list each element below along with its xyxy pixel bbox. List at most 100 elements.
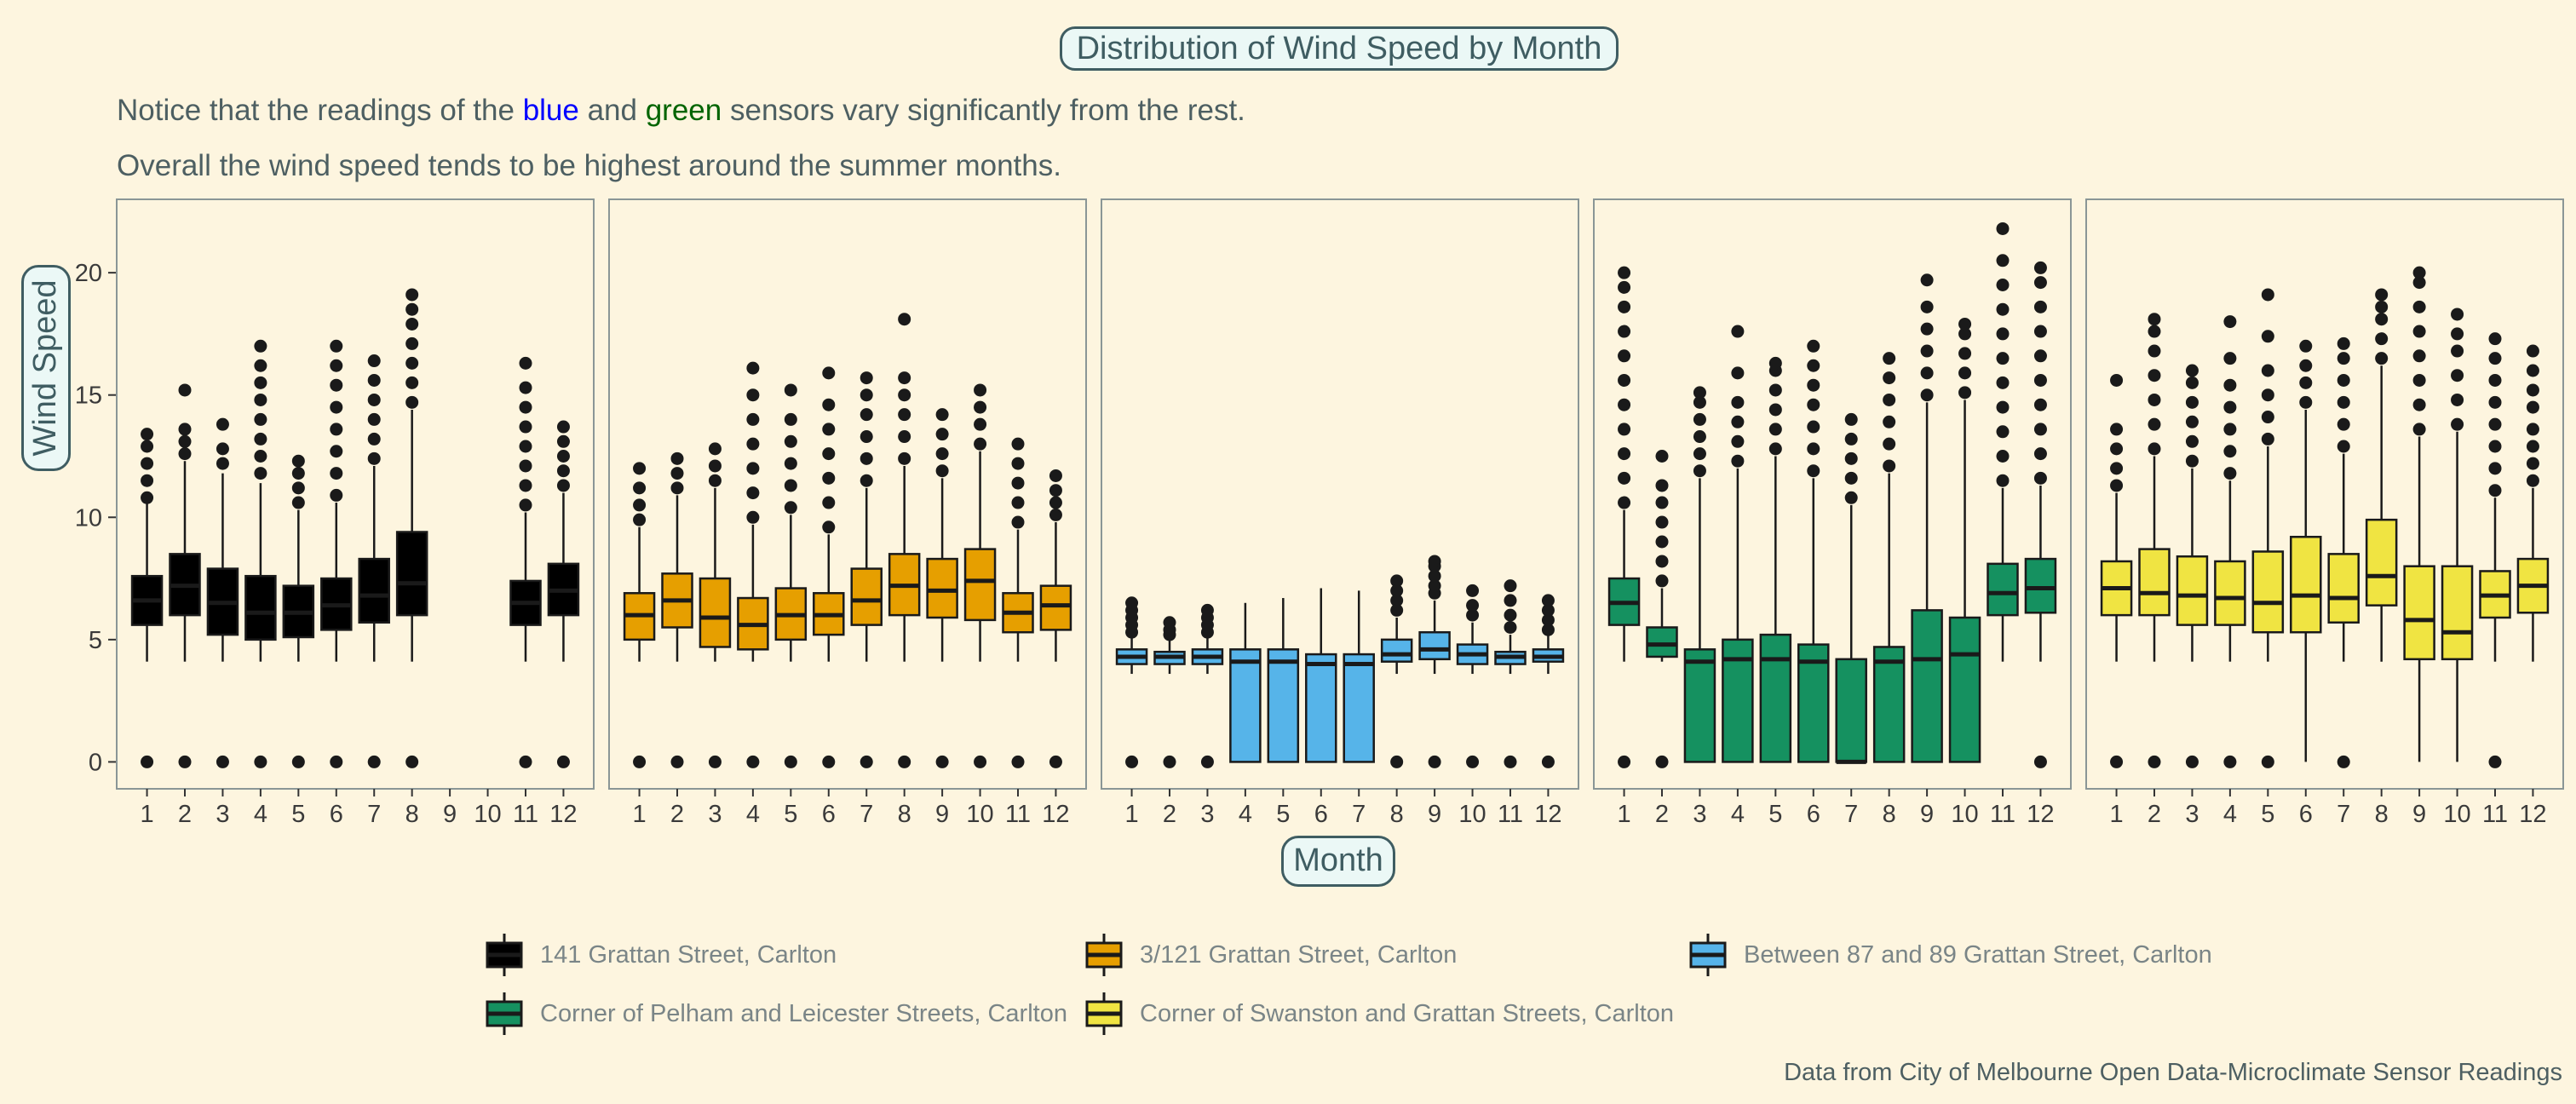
outlier-point (1390, 603, 1404, 617)
outlier-point (254, 755, 267, 768)
outlier-point (1504, 755, 1517, 768)
outlier-point (1883, 371, 1896, 385)
box-month-6 (813, 366, 845, 768)
outlier-point (2337, 417, 2350, 431)
x-tick-label: 2 (670, 801, 684, 828)
outlier-point (1844, 491, 1858, 504)
box-month-7 (1343, 590, 1375, 763)
outlier-point (2375, 352, 2389, 365)
outlier-point (2375, 313, 2389, 326)
outlier-point (1883, 415, 1896, 428)
outlier-point (2526, 423, 2539, 436)
outlier-point (1618, 471, 1631, 485)
legend-label-between-87-89-grattan: Between 87 and 89 Grattan Street, Carlto… (1744, 940, 2212, 969)
x-tick-label: 5 (1768, 801, 1782, 828)
outlier-point (2148, 393, 2161, 406)
outlier-point (2110, 479, 2124, 492)
outlier-point (974, 755, 987, 768)
box-month-9 (1911, 273, 1943, 763)
outlier-point (1125, 596, 1139, 610)
box-month-11 (509, 356, 542, 768)
outlier-point (2375, 300, 2389, 313)
legend-item-3-121-grattan: 3/121 Grattan Street, Carlton (1085, 934, 1457, 976)
outlier-point (1428, 555, 1441, 568)
outlier-point (1958, 386, 1972, 400)
x-tick-label: 1 (632, 801, 646, 828)
outlier-point (1466, 599, 1480, 612)
box-month-11 (1494, 579, 1527, 768)
box-month-2 (169, 383, 201, 768)
outlier-point (1049, 755, 1062, 768)
outlier-point (367, 354, 381, 368)
outlier-point (2110, 755, 2124, 768)
outlier-point (860, 451, 873, 465)
outlier-point (1996, 376, 2010, 389)
box (2290, 535, 2322, 634)
outlier-point (556, 479, 570, 492)
outlier-point (2451, 417, 2464, 431)
outlier-point (2526, 457, 2539, 470)
outlier-point (330, 467, 343, 480)
outlier-point (2185, 415, 2199, 428)
x-tick-label: 12 (1042, 801, 1069, 828)
x-tick-label: 8 (2375, 801, 2389, 828)
outlier-point (2412, 276, 2426, 290)
box-month-1 (623, 462, 656, 768)
outlier-point (291, 481, 305, 495)
outlier-point (1768, 423, 1782, 436)
outlier-point (2033, 300, 2047, 313)
outlier-point (898, 408, 911, 422)
outlier-point (178, 383, 192, 397)
outlier-point (935, 755, 949, 768)
y-axis-title: Wind Speed (21, 265, 71, 471)
outlier-point (2033, 261, 2047, 274)
outlier-point (2337, 440, 2350, 453)
outlier-point (1693, 386, 1706, 400)
outlier-point (2110, 442, 2124, 456)
x-tick-label: 10 (1458, 801, 1486, 828)
outlier-point (291, 454, 305, 468)
outlier-point (2526, 344, 2539, 358)
outlier-point (1466, 755, 1480, 768)
outlier-point (1618, 755, 1631, 768)
outlier-point (1618, 398, 1631, 411)
x-tick-label: 5 (291, 801, 305, 828)
outlier-point (367, 412, 381, 426)
chart-subtitle-line-1: Notice that the readings of the blue and… (117, 94, 1245, 128)
outlier-point (633, 498, 647, 512)
outlier-point (746, 437, 760, 451)
outlier-point (2148, 325, 2161, 338)
outlier-point (898, 313, 911, 326)
outlier-point (519, 400, 532, 414)
outlier-point (633, 755, 647, 768)
outlier-point (2223, 423, 2237, 436)
x-tick-label: 12 (549, 801, 577, 828)
outlier-point (1504, 608, 1517, 622)
x-tick-label: 12 (1534, 801, 1561, 828)
outlier-point (2261, 411, 2274, 424)
outlier-point (2223, 378, 2237, 392)
outlier-point (708, 755, 722, 768)
outlier-point (1390, 574, 1404, 588)
x-tick-label: 4 (254, 801, 267, 828)
outlier-point (178, 447, 192, 461)
outlier-point (1541, 613, 1555, 627)
x-tick-label: 4 (1731, 801, 1745, 828)
outlier-point (519, 755, 532, 768)
x-tick-label: 12 (2519, 801, 2546, 828)
outlier-point (1655, 449, 1669, 463)
y-tick-label: 20 (75, 260, 102, 287)
box-month-8 (888, 313, 921, 768)
outlier-point (633, 513, 647, 526)
outlier-point (2526, 400, 2539, 414)
outlier-point (1541, 623, 1555, 636)
legend-label-pelham-leicester: Corner of Pelham and Leicester Streets, … (540, 999, 1067, 1027)
box (1229, 648, 1262, 763)
outlier-point (178, 434, 192, 448)
outlier-point (2223, 755, 2237, 768)
outlier-point (974, 417, 987, 431)
box-month-6 (2290, 339, 2322, 762)
panel-2: 1 2 3 4 5 6 7 8 9 10 11 12 (608, 198, 1087, 828)
outlier-point (1655, 496, 1669, 509)
outlier-point (1958, 327, 1972, 341)
